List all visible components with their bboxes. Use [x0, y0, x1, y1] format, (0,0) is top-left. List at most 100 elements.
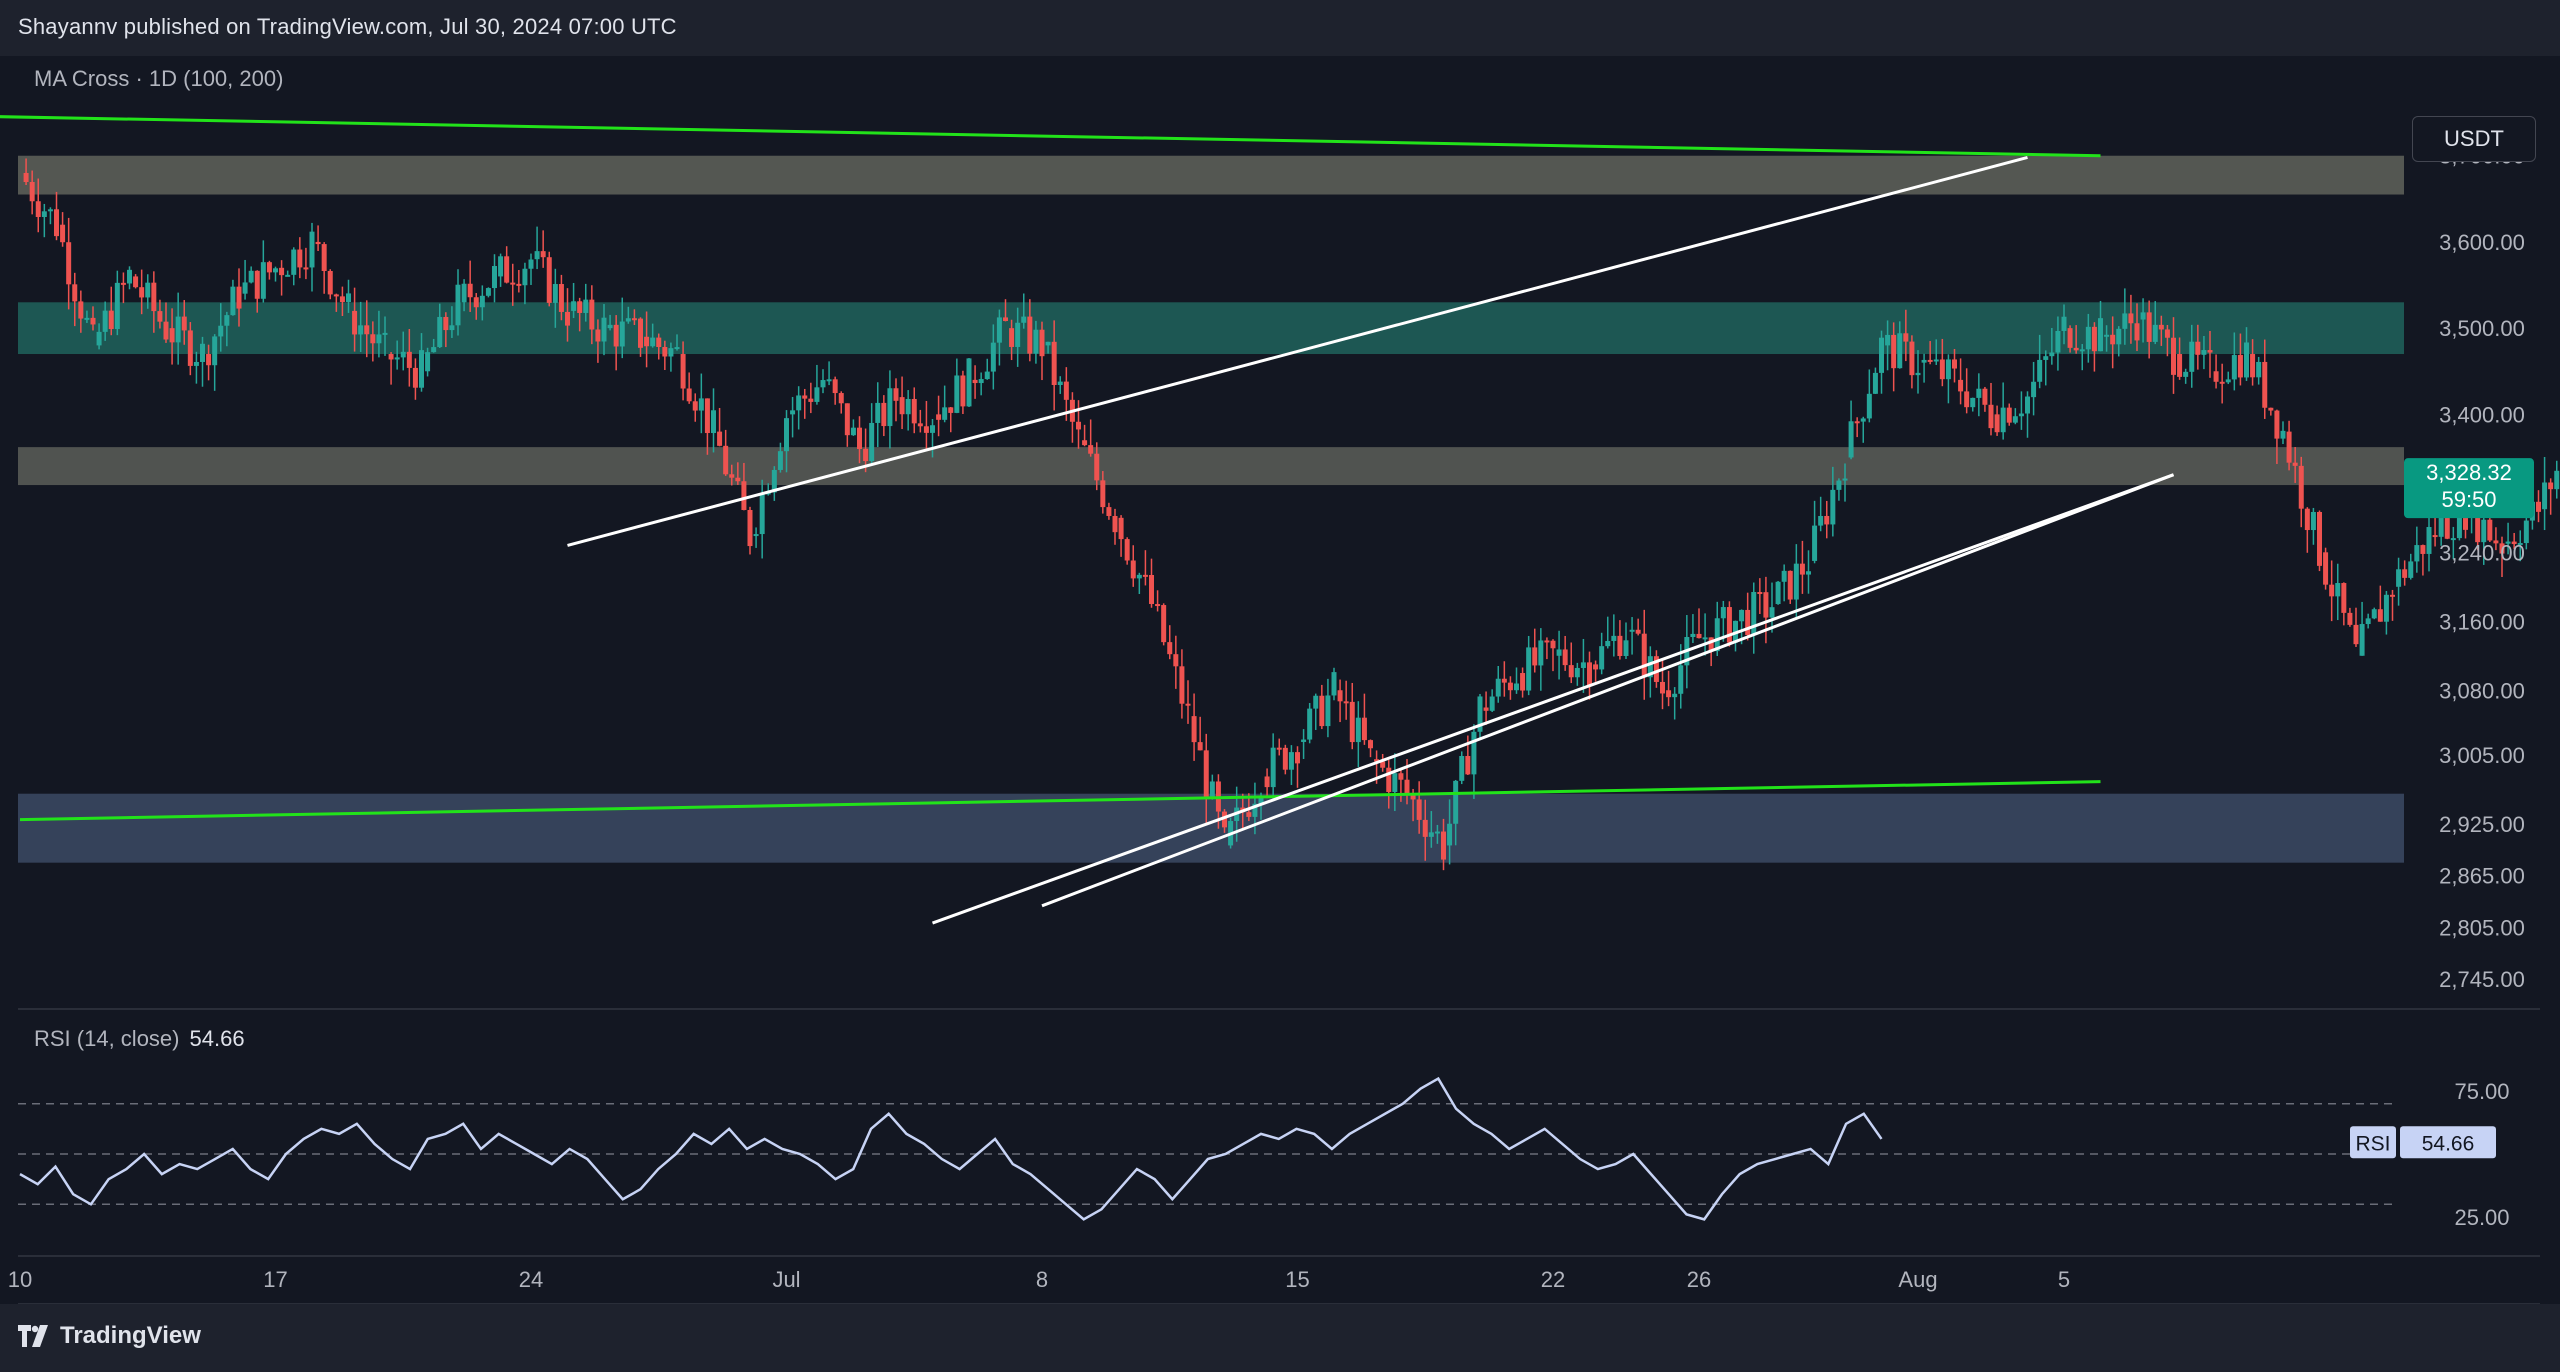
candle-body [1818, 515, 1824, 526]
candle-body [1033, 329, 1039, 354]
price-axis-label: 3,005.00 [2439, 743, 2525, 768]
candle-body [2043, 356, 2049, 360]
candle-body [838, 393, 844, 404]
chart-svg[interactable]: 3,700.003,600.003,500.003,400.003,240.00… [0, 56, 2560, 1305]
candle-body [127, 269, 132, 284]
rsi-badge-value: 54.66 [2422, 1132, 2475, 1155]
candle-body [2104, 334, 2110, 337]
candle-body [504, 256, 510, 283]
candle-body [1933, 359, 1939, 362]
rsi-indicator-title: RSI (14, close) 54.66 [34, 1026, 245, 1052]
candle-body [1063, 381, 1069, 400]
candle-body [2061, 316, 2067, 331]
candle-body [2067, 328, 2073, 348]
candle-body [1142, 574, 1148, 577]
candle-body [1739, 609, 1745, 622]
candle-body [2481, 519, 2487, 543]
time-axis-label: Jul [772, 1267, 800, 1292]
candle-body [54, 209, 59, 237]
candle-body [1544, 640, 1550, 643]
candle-body [565, 311, 570, 326]
candle-body [108, 310, 114, 330]
tradingview-brand[interactable]: TradingView [18, 1322, 201, 1350]
candle-body [1051, 341, 1057, 385]
candle-body [1258, 797, 1264, 804]
candle-body [2268, 407, 2274, 411]
candle-body [996, 317, 1002, 343]
candle-body [2219, 381, 2225, 384]
candle-body [2195, 341, 2201, 355]
candle-body [1082, 440, 1088, 446]
candle-body [1520, 673, 1526, 691]
candle-body [1787, 570, 1793, 600]
candle-body [1769, 607, 1775, 618]
candle-body [66, 242, 72, 285]
candle-body [790, 410, 796, 415]
candle-body [1897, 333, 1903, 369]
candle-body [1343, 701, 1349, 704]
candle-body [309, 231, 315, 268]
candle-body [1507, 682, 1513, 691]
candle-body [1690, 633, 1696, 638]
candle-body [686, 388, 692, 402]
candle-body [644, 336, 650, 347]
trend-line-lower-channel-2 [1041, 473, 2175, 908]
candle-body [1903, 333, 1909, 342]
candle-body [1964, 391, 1970, 408]
candle-body [1982, 388, 1988, 405]
candle-body [2286, 431, 2292, 463]
candle-body [2548, 482, 2554, 490]
candle-body [157, 311, 163, 322]
candle-body [364, 325, 370, 335]
candle-body [2329, 584, 2335, 597]
candle-body [820, 380, 826, 388]
candle-body [181, 316, 187, 331]
candle-body [2025, 396, 2030, 414]
candle-body [175, 316, 181, 343]
time-axis-label: Aug [1898, 1267, 1937, 1292]
candle-body [528, 259, 534, 269]
candle-body [2177, 354, 2183, 377]
candle-body [303, 267, 309, 270]
candle-body [1860, 418, 1866, 422]
candle-body [84, 317, 90, 320]
candle-body [2262, 361, 2268, 408]
candle-body [346, 293, 351, 303]
candle-body [2274, 410, 2280, 439]
current-price-label: 3,328.32 [2426, 460, 2512, 485]
candle-body [114, 282, 120, 330]
candle-body [1617, 635, 1623, 657]
candle-body [467, 283, 473, 298]
candle-body [461, 283, 467, 303]
candle-body [2171, 337, 2176, 375]
rsi-axis-label: 25.00 [2454, 1205, 2509, 1230]
candle-body [230, 286, 236, 316]
candle-body [2237, 355, 2243, 378]
candle-body [887, 388, 893, 427]
trend-line-lower-channel-1 [931, 473, 2175, 925]
candle-body [1185, 703, 1191, 706]
candle-body [1057, 381, 1063, 385]
currency-button[interactable]: USDT [2412, 116, 2536, 162]
candle-body [1209, 781, 1215, 799]
candle-body [930, 425, 935, 433]
candle-body [2158, 324, 2164, 330]
candle-body [1349, 701, 1355, 743]
candle-body [638, 318, 643, 348]
candle-body [2146, 312, 2152, 342]
candle-body [960, 375, 966, 407]
candle-body [400, 351, 406, 358]
candle-body [1763, 592, 1769, 618]
candle-body [1009, 328, 1015, 347]
candle-body [577, 301, 583, 313]
candle-body [711, 410, 716, 434]
candle-body [1422, 819, 1428, 837]
candle-body [558, 284, 564, 312]
candle-body [254, 270, 260, 299]
candle-body [212, 336, 218, 366]
candle-body [1939, 359, 1945, 380]
candle-body [2353, 624, 2359, 645]
candle-body [911, 398, 917, 424]
candle-body [394, 357, 400, 360]
ma-line-1 [0, 115, 2101, 158]
